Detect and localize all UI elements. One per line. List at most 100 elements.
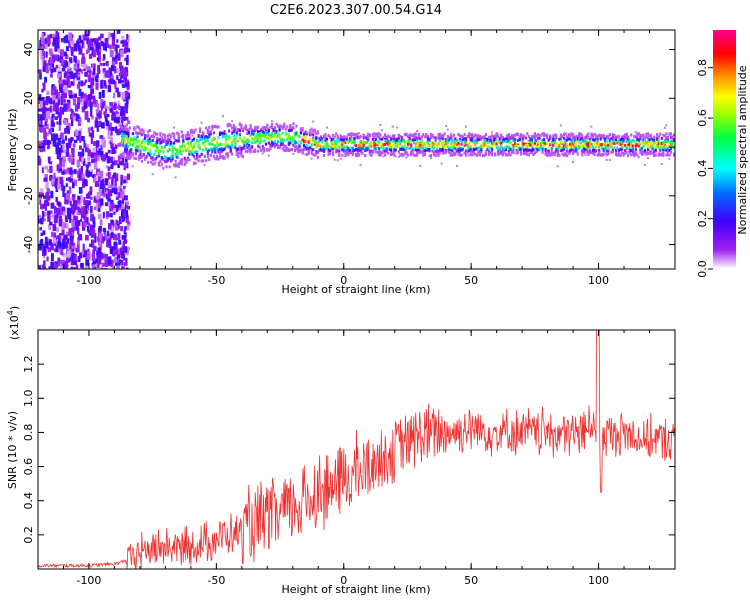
- spectrogram-cell: [559, 140, 562, 144]
- spectrogram-cell: [220, 131, 223, 135]
- spectrogram-cell: [437, 154, 440, 157]
- spectrogram-cell: [647, 132, 650, 136]
- spectrogram-cell: [222, 135, 225, 139]
- spectrogram-cell: [86, 49, 89, 55]
- spectrogram-cell: [174, 152, 177, 156]
- spectrogram-cell: [639, 136, 642, 140]
- spectrogram-cell: [214, 138, 217, 141]
- spectrogram-cell: [59, 265, 63, 269]
- spectrogram-cell: [90, 63, 93, 68]
- spectrogram-cell: [90, 91, 93, 100]
- spectrogram-cell: [63, 51, 67, 57]
- spectrogram-cell: [106, 70, 110, 78]
- spectrogram-cell: [131, 143, 134, 147]
- spectrogram-cell: [127, 140, 130, 144]
- spectrogram-cell: [533, 132, 536, 136]
- spectrogram-cell: [55, 144, 60, 152]
- spectrogram-cell: [234, 128, 237, 132]
- spectrogram-cell: [50, 253, 54, 261]
- spectrogram-cell: [596, 153, 599, 157]
- spectrogram-cell: [157, 148, 160, 152]
- spectrogram-cell: [330, 138, 333, 142]
- spectrogram-cell: [428, 147, 431, 151]
- spectrogram-cell: [50, 242, 54, 251]
- spectrogram-cell: [573, 136, 576, 140]
- spectrogram-cell: [122, 127, 125, 131]
- spectrogram-cell: [48, 239, 52, 246]
- spectrogram-cell: [614, 135, 618, 139]
- spectrogram-cell: [431, 149, 434, 153]
- spectrogram-cell: [81, 137, 85, 141]
- spectrogram-cell: [572, 136, 575, 140]
- spectrogram-cell: [41, 44, 44, 50]
- spectrogram-cell: [200, 135, 203, 139]
- spectrogram-cell: [109, 156, 113, 163]
- spectrogram-cell: [261, 132, 264, 136]
- spectrogram-cell: [240, 139, 243, 143]
- spectrogram-cell: [84, 71, 88, 77]
- spectrogram-cell: [595, 149, 598, 153]
- spectrogram-cell: [666, 147, 669, 151]
- spectrogram-cell: [633, 139, 636, 143]
- spectrogram-cell: [106, 172, 110, 177]
- spectrogram-cell: [491, 141, 494, 145]
- spectrogram-cell: [543, 134, 546, 138]
- spectrogram-cell: [309, 137, 312, 141]
- spectrogram-cell: [289, 136, 292, 140]
- spectrogram-cell: [68, 138, 71, 146]
- spectrogram-cell: [344, 136, 347, 140]
- spectrogram-cell: [526, 148, 529, 151]
- spectrogram-cell: [55, 185, 59, 192]
- spectrogram-cell: [553, 150, 556, 154]
- spectrogram-cell: [555, 136, 558, 140]
- spectrogram-cell: [87, 161, 91, 167]
- spectrogram-cell: [345, 152, 348, 156]
- spectrogram-cell: [590, 134, 593, 138]
- spectrogram-cell: [39, 72, 42, 80]
- colorbar-tick-label: 0.0: [696, 260, 709, 278]
- spectrogram-cell: [666, 153, 669, 157]
- spectrogram-cell: [116, 30, 121, 34]
- spectrogram-cell: [44, 203, 47, 211]
- spectrogram-cell: [656, 137, 659, 141]
- spectrogram-cell: [648, 134, 651, 138]
- spectrogram-cell: [451, 149, 454, 153]
- spectrogram-cell: [272, 128, 275, 132]
- spectrogram-cell: [666, 140, 669, 144]
- spectrogram-cell: [642, 135, 645, 139]
- spectrogram-cell: [115, 173, 119, 178]
- spectrogram-cell: [80, 165, 83, 174]
- spectrogram-cell: [41, 127, 46, 133]
- spectrogram-cell: [273, 139, 277, 143]
- spectrogram-cell: [44, 212, 47, 217]
- spectrogram-cell: [139, 156, 142, 160]
- spectrogram-cell: [298, 145, 301, 148]
- spectrogram-cell: [650, 146, 653, 150]
- spectrogram-cell: [45, 100, 49, 106]
- spectrogram-cell: [206, 138, 209, 142]
- spectrogram-cell: [70, 178, 74, 183]
- spectrogram-cell: [634, 151, 637, 155]
- spectrogram-cell: [220, 155, 223, 159]
- spectrogram-cell: [590, 151, 593, 154]
- spectrogram-cell: [47, 225, 52, 229]
- spectrogram-cell: [162, 166, 165, 170]
- spectrogram-cell: [80, 69, 83, 74]
- spectrogram-cell: [452, 133, 455, 137]
- spectrogram-cell: [176, 151, 179, 155]
- spectrogram-cell: [80, 194, 83, 203]
- spectrogram-cell: [289, 129, 292, 133]
- spectrogram-cell: [385, 141, 388, 145]
- spectrogram-cell: [481, 135, 485, 139]
- spectrogram-cell: [55, 38, 59, 44]
- spectrogram-cell: [142, 129, 145, 133]
- spectrogram-cell: [177, 135, 180, 139]
- spectrogram-cell: [466, 146, 469, 150]
- spectrogram-cell: [107, 130, 110, 138]
- spectrogram-cell: [541, 150, 544, 154]
- spectrogram-cell: [628, 149, 631, 153]
- spectrogram-cell: [65, 81, 69, 88]
- spectrogram-cell: [240, 123, 243, 127]
- spectrogram-cell: [494, 134, 497, 138]
- spectrogram-cell: [127, 151, 130, 154]
